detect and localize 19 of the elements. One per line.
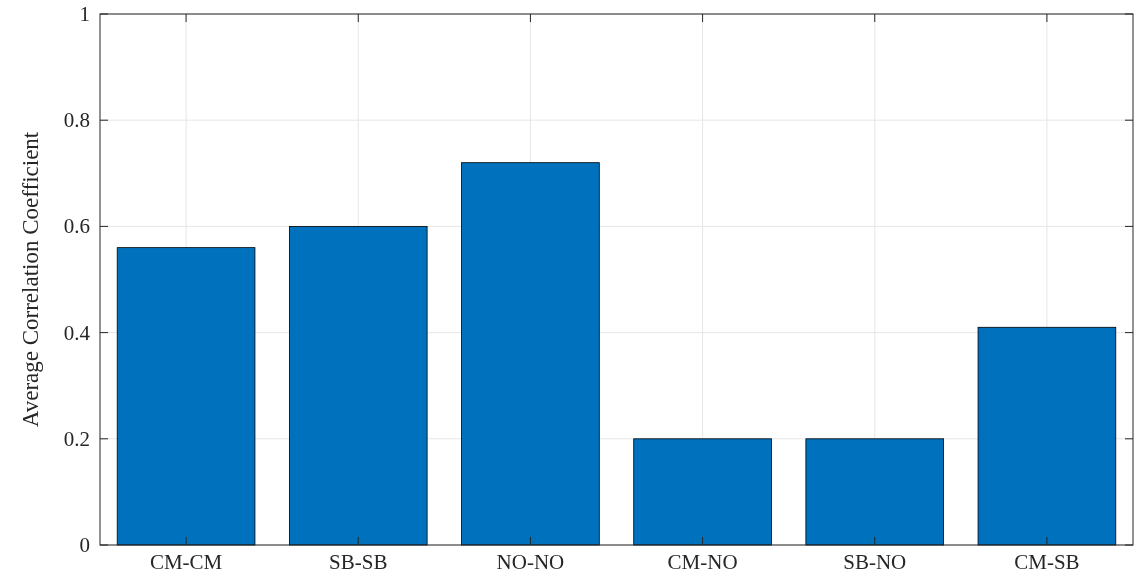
y-tick-label: 1 (79, 2, 90, 26)
bar (805, 438, 945, 546)
x-tick-label: CM-SB (1014, 550, 1080, 574)
bar (977, 326, 1117, 546)
x-tick-label: CM-CM (149, 550, 223, 574)
y-tick-label: 0 (79, 533, 90, 557)
bar (461, 162, 600, 546)
y-tick-label: 0.4 (63, 320, 91, 345)
y-axis-title: Average Correlation Coefficient (18, 131, 43, 428)
x-tick-label: NO-NO (496, 550, 565, 574)
y-tick-label: 0.8 (63, 108, 90, 133)
y-tick-label: 0.2 (63, 426, 90, 451)
x-tick-label: SB-SB (329, 550, 388, 574)
bar (288, 226, 428, 546)
x-tick-label: SB-NO (843, 550, 907, 574)
x-tick-label: CM-NO (667, 550, 738, 574)
bar (633, 438, 772, 546)
y-tick-label: 0.6 (63, 214, 90, 239)
bar (116, 247, 256, 546)
